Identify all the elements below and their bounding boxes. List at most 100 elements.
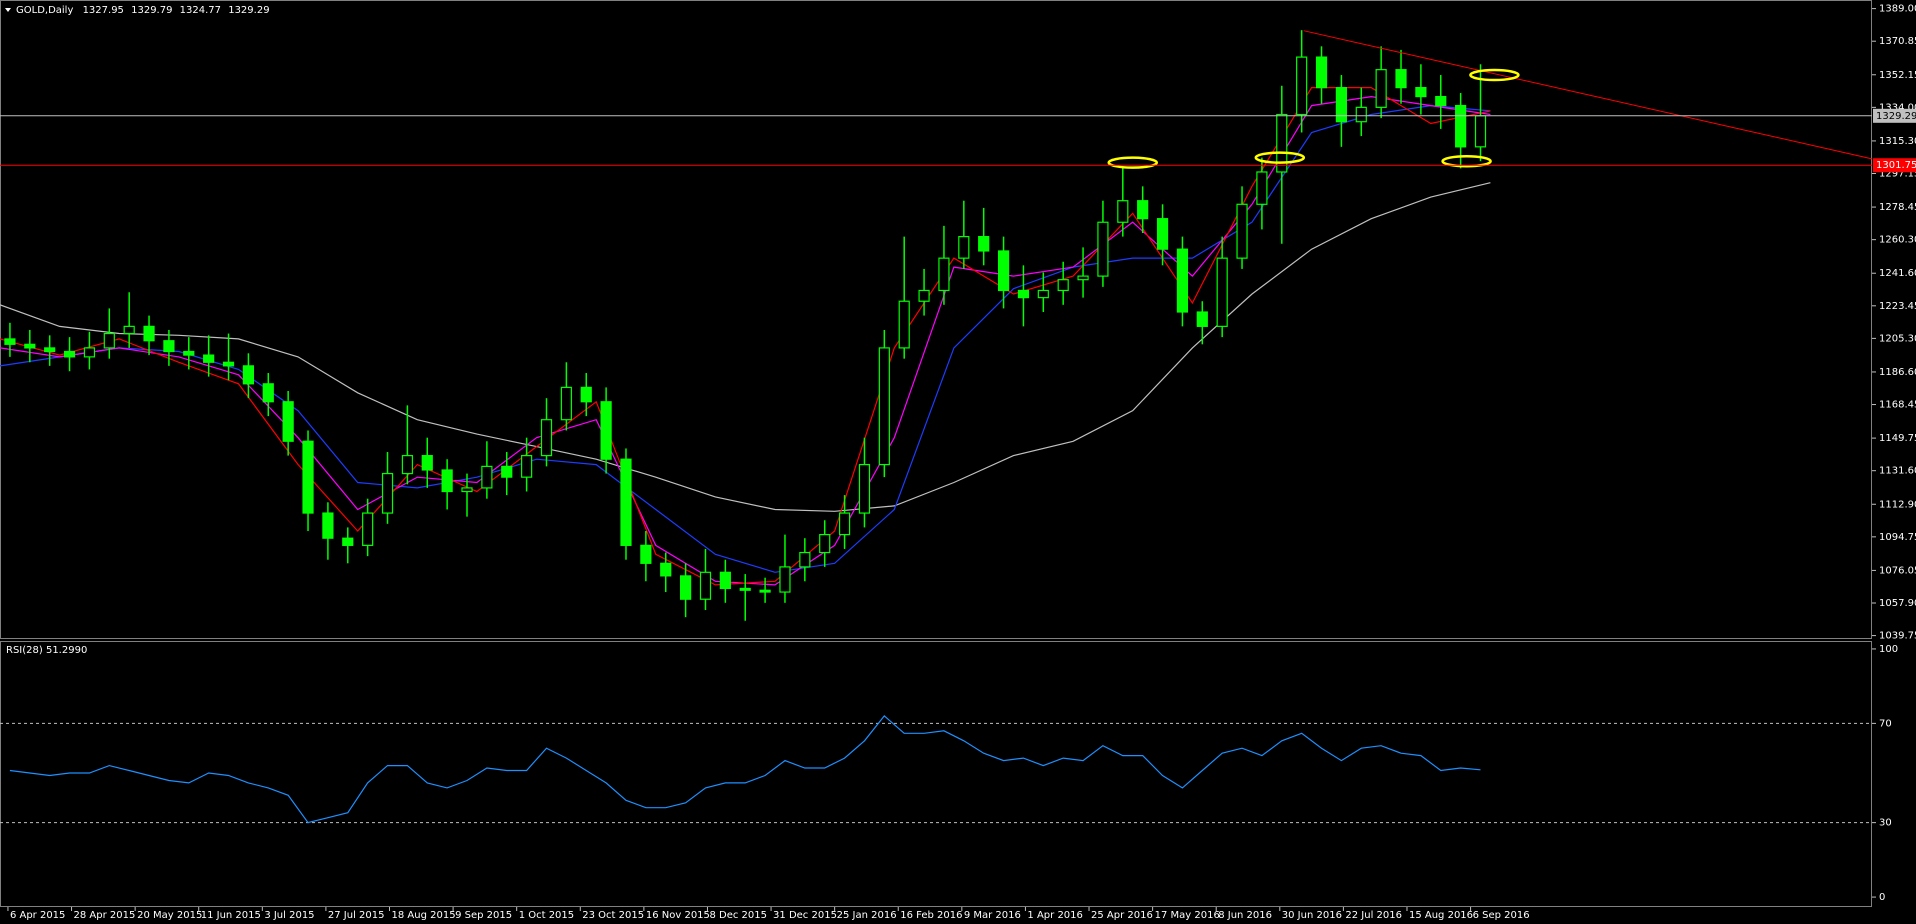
candle-body (421, 455, 433, 471)
x-tick-label: 1 Apr 2016 (1027, 910, 1082, 921)
candle-body (481, 465, 493, 489)
candle-body (44, 347, 56, 353)
candle-body (123, 325, 135, 335)
candle-body (580, 386, 592, 403)
candle-body (4, 338, 16, 345)
candle-body (759, 589, 771, 593)
candle-body (1156, 218, 1169, 250)
candle-body (1395, 69, 1407, 89)
candle-body (521, 455, 533, 478)
candle-body (302, 440, 314, 514)
candle-body (799, 551, 811, 568)
candle-body (1017, 289, 1030, 299)
candle-body (540, 419, 553, 457)
y-tick-label: 1057.90 (1879, 598, 1916, 609)
candle-body (501, 465, 513, 478)
candle-body (1296, 56, 1308, 116)
candle-body (858, 463, 871, 514)
candle-body (660, 562, 672, 577)
x-tick-label: 16 Feb 2016 (900, 910, 962, 921)
candle-body (779, 566, 791, 593)
y-tick-label: 1389.00 (1879, 4, 1916, 15)
candle-body (143, 325, 155, 342)
header-value: 1324.77 (180, 5, 221, 16)
x-tick-label: 22 Jul 2016 (1345, 910, 1402, 921)
candle-body (1176, 248, 1189, 313)
price-box-label: 1329.29 (1876, 111, 1916, 122)
x-tick-label: 17 May 2016 (1155, 910, 1220, 921)
candle-body (322, 512, 334, 539)
x-tick-label: 18 Aug 2015 (392, 910, 456, 921)
candle-body (63, 350, 76, 358)
candle-body (1435, 95, 1447, 107)
x-tick-label: 15 Aug 2016 (1409, 910, 1473, 921)
x-tick-label: 1 Oct 2015 (519, 910, 574, 921)
y-tick-label: 1260.30 (1879, 235, 1916, 246)
x-tick-label: 8 Jun 2016 (1218, 910, 1272, 921)
moving-average (0, 182, 1491, 512)
candle-body (918, 289, 930, 302)
y-tick-label: 70 (1879, 718, 1892, 729)
y-tick-label: 1370.85 (1879, 36, 1916, 47)
candle-body (362, 512, 374, 546)
candle-body (282, 401, 294, 442)
candle-body (183, 350, 195, 356)
y-tick-label: 1278.45 (1879, 202, 1916, 213)
candle-body (401, 455, 413, 475)
candle-body (1256, 171, 1268, 205)
candle-body (1455, 104, 1467, 148)
x-tick-label: 25 Apr 2016 (1091, 910, 1153, 921)
candle-body (1077, 275, 1089, 281)
x-tick-label: 16 Nov 2015 (646, 910, 710, 921)
x-tick-label: 30 Jun 2016 (1282, 910, 1342, 921)
y-tick-label: 0 (1879, 892, 1885, 903)
candle-body (600, 401, 612, 460)
x-tick-label: 3 Jul 2015 (264, 910, 314, 921)
candle-body (997, 250, 1010, 292)
price-panel-frame (0, 0, 1872, 639)
x-tick-label: 6 Apr 2015 (10, 910, 65, 921)
x-tick-label: 6 Sep 2016 (1473, 910, 1530, 921)
candle-body (103, 332, 115, 349)
y-tick-label: 1352.15 (1879, 70, 1916, 81)
candle-body (620, 458, 632, 546)
candle-body (978, 236, 990, 252)
candle-body (262, 383, 274, 403)
x-tick-label: 25 Jan 2016 (837, 910, 897, 921)
menu-triangle (5, 8, 11, 12)
candle-body (1315, 56, 1328, 89)
trendline (1303, 30, 1873, 160)
highlight (1441, 154, 1492, 168)
x-tick-label: 23 Oct 2015 (582, 910, 644, 921)
y-tick-label: 1149.75 (1879, 433, 1916, 444)
candle-body (739, 587, 751, 591)
candle-body (1236, 203, 1248, 259)
price-box-label: 1301.75 (1876, 160, 1916, 171)
candle-body (1057, 279, 1069, 292)
y-tick-label: 100 (1879, 644, 1898, 655)
candle-body (1474, 115, 1487, 148)
y-tick-label: 30 (1879, 818, 1892, 829)
y-tick-label: 1334.00 (1879, 102, 1916, 113)
candle-body (819, 533, 831, 554)
candle-body (342, 537, 354, 546)
y-tick-label: 1094.75 (1879, 532, 1916, 543)
x-tick-label: 9 Sep 2015 (455, 910, 512, 921)
y-tick-label: 1039.75 (1879, 631, 1916, 642)
y-tick-label: 1315.30 (1879, 136, 1916, 147)
candle-body (719, 571, 731, 590)
y-tick-label: 1241.60 (1879, 268, 1916, 279)
y-tick-label: 1186.60 (1879, 367, 1916, 378)
x-tick-label: 27 Jul 2015 (328, 910, 385, 921)
header-value: 1329.29 (228, 5, 269, 16)
y-tick-label: 1223.45 (1879, 301, 1916, 312)
y-tick-label: 1205.30 (1879, 333, 1916, 344)
highlight (1254, 151, 1306, 164)
candle-body (1137, 200, 1149, 220)
candle-body (560, 386, 572, 421)
header: GOLD,Daily 1327.95 1329.79 1324.77 1329.… (16, 5, 270, 16)
candle-body (242, 365, 255, 385)
y-tick-label: 1168.45 (1879, 400, 1916, 411)
highlight (1107, 156, 1158, 169)
